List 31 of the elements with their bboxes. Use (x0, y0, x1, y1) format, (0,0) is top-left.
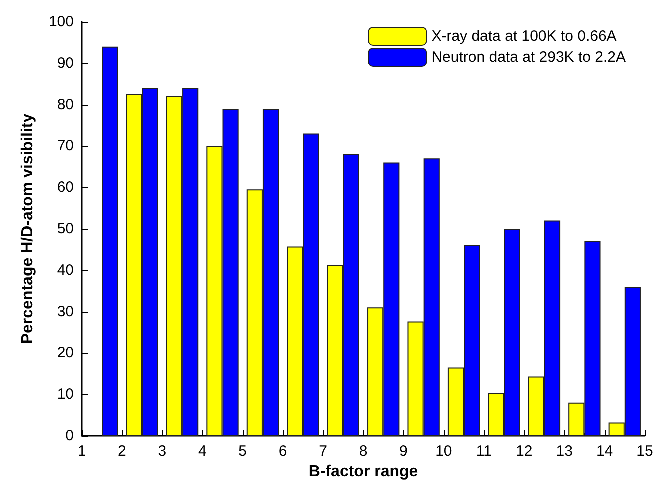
x-tick-label: 8 (359, 443, 368, 460)
x-tick-label: 15 (636, 443, 654, 460)
legend-label: Neutron data at 293K to 2.2A (432, 49, 626, 66)
x-tick-label: 2 (118, 443, 126, 460)
bar (102, 46, 118, 436)
y-tick-label: 10 (57, 386, 74, 404)
y-tick-label: 100 (48, 14, 74, 30)
y-tick-label: 70 (57, 138, 74, 155)
x-tick-label: 7 (319, 443, 328, 460)
x-tick-label: 5 (238, 443, 248, 460)
x-tick-label: 9 (400, 443, 408, 460)
y-tick-label: 40 (57, 262, 74, 279)
y-axis-title: Percentage H/D-atom visibility (20, 114, 36, 344)
y-tick-label: 90 (57, 54, 74, 72)
y-tick-label: 80 (57, 96, 74, 114)
y-tick-label: 0 (66, 428, 74, 444)
x-tick-label: 1 (78, 443, 86, 460)
x-tick-label: 3 (158, 443, 167, 460)
x-tick-label: 13 (556, 443, 573, 460)
y-tick-label: 60 (57, 179, 74, 196)
y-tick-label: 20 (57, 344, 74, 362)
x-tick-label: 10 (436, 443, 452, 460)
legend-label: X-ray data at 100K to 0.66A (432, 28, 617, 45)
x-tick-label: 12 (516, 443, 533, 460)
x-axis-title: B-factor range (308, 464, 418, 480)
x-tick-label: 11 (476, 443, 492, 460)
y-tick-label: 30 (57, 303, 74, 320)
x-tick-label: 14 (596, 443, 614, 460)
x-tick-label: 4 (198, 443, 207, 460)
x-tick-label: 6 (278, 443, 288, 460)
y-tick-label: 50 (57, 220, 74, 238)
